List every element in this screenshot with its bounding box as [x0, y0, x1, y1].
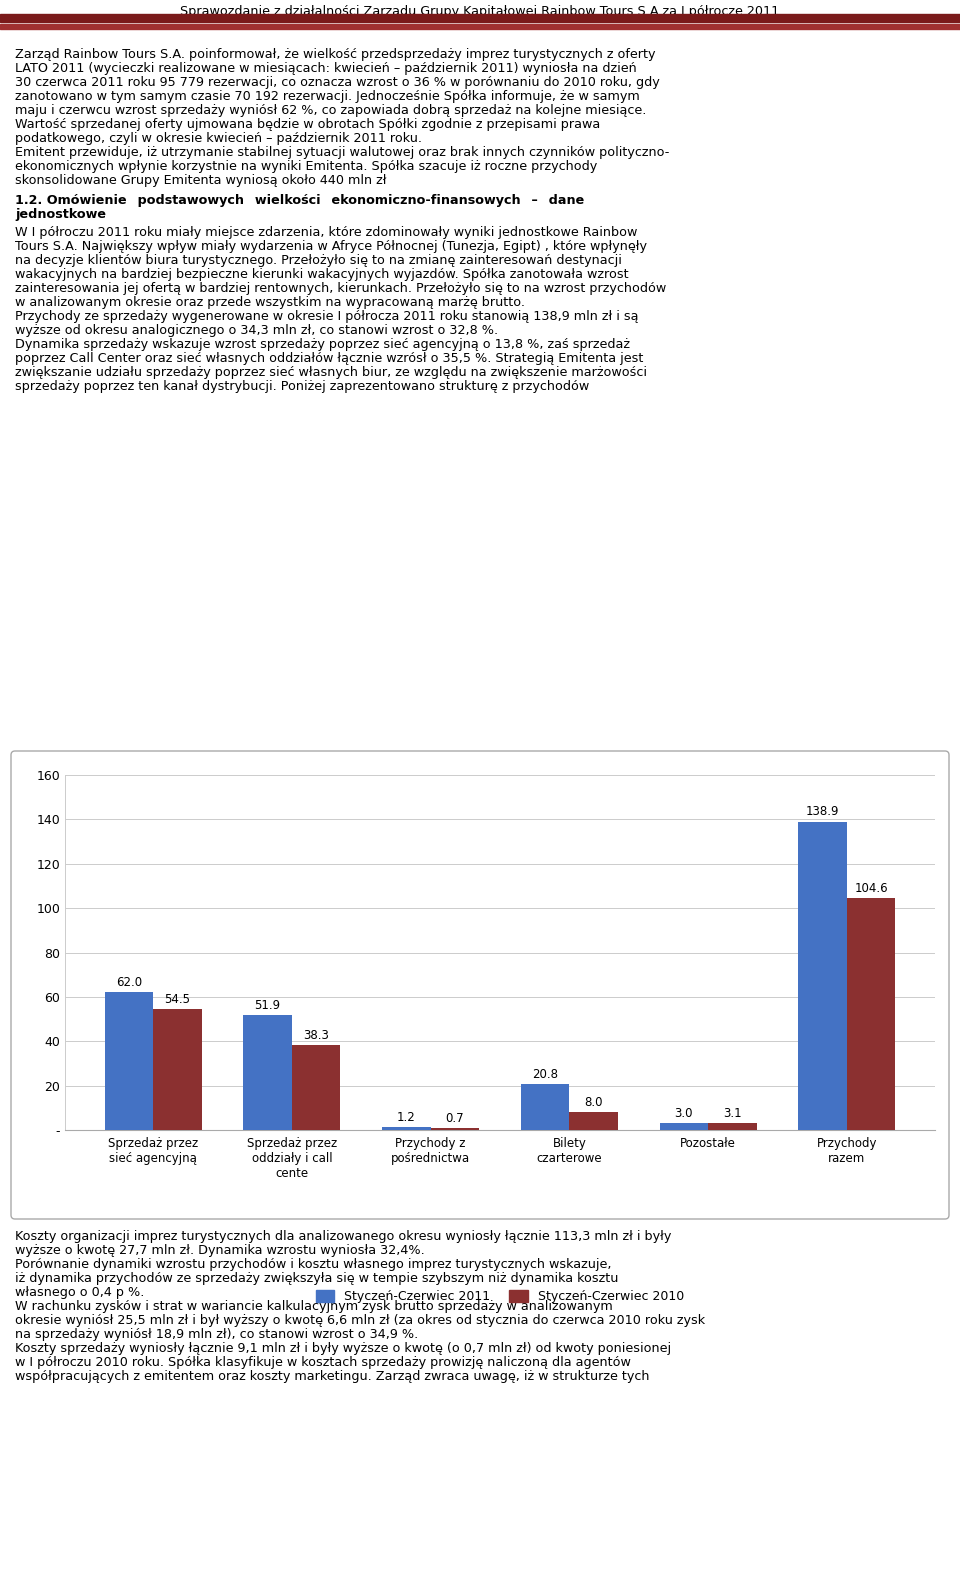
- Text: 30 czerwca 2011 roku 95 779 rezerwacji, co oznacza wzrost o 36 % w porównaniu do: 30 czerwca 2011 roku 95 779 rezerwacji, …: [15, 76, 660, 89]
- Text: skonsolidowane Grupy Emitenta wyniosą około 440 mln zł: skonsolidowane Grupy Emitenta wyniosą ok…: [15, 174, 387, 187]
- Text: wyższe o kwotę 27,7 mln zł. Dynamika wzrostu wyniosła 32,4%.: wyższe o kwotę 27,7 mln zł. Dynamika wzr…: [15, 1243, 424, 1258]
- Bar: [0, 24, 960, 29]
- Text: na sprzedaży wyniósł 18,9 mln zł), co stanowi wzrost o 34,9 %.: na sprzedaży wyniósł 18,9 mln zł), co st…: [15, 1327, 419, 1342]
- Text: Porównanie dynamiki wzrostu przychodów i kosztu własnego imprez turystycznych ws: Porównanie dynamiki wzrostu przychodów i…: [15, 1258, 612, 1270]
- Text: 138.9: 138.9: [805, 806, 839, 819]
- Bar: [708, 1123, 756, 1129]
- Bar: [569, 1112, 618, 1129]
- Text: podatkowego, czyli w okresie kwiecień – październik 2011 roku.: podatkowego, czyli w okresie kwiecień – …: [15, 131, 422, 146]
- Text: zanotowano w tym samym czasie 70 192 rezerwacji. Jednocześnie Spółka informuje, : zanotowano w tym samym czasie 70 192 rez…: [15, 90, 639, 103]
- Text: okresie wyniósł 25,5 mln zł i był wyższy o kwotę 6,6 mln zł (za okres od styczni: okresie wyniósł 25,5 mln zł i był wyższy…: [15, 1315, 706, 1327]
- Text: Dynamika sprzedaży wskazuje wzrost sprzedaży poprzez sieć agencyjną o 13,8 %, za: Dynamika sprzedaży wskazuje wzrost sprze…: [15, 337, 630, 352]
- Text: 0.7: 0.7: [445, 1112, 465, 1125]
- Text: na decyzje klientów biura turystycznego. Przełożyło się to na zmianę zainteresow: na decyzje klientów biura turystycznego.…: [15, 253, 622, 268]
- Bar: [521, 1083, 569, 1129]
- Bar: [799, 822, 847, 1129]
- Text: 3.0: 3.0: [675, 1107, 693, 1120]
- Text: maju i czerwcu wzrost sprzedaży wyniósł 62 %, co zapowiada dobrą sprzedaż na kol: maju i czerwcu wzrost sprzedaży wyniósł …: [15, 105, 646, 117]
- Bar: [660, 1123, 708, 1129]
- Text: Przychody ze sprzedaży wygenerowane w okresie I półrocza 2011 roku stanowią 138,: Przychody ze sprzedaży wygenerowane w ok…: [15, 310, 638, 323]
- Text: 3.1: 3.1: [723, 1107, 742, 1120]
- Text: Wartość sprzedanej oferty ujmowana będzie w obrotach Spółki zgodnie z przepisami: Wartość sprzedanej oferty ujmowana będzi…: [15, 117, 600, 131]
- Bar: [243, 1015, 292, 1129]
- Text: 20.8: 20.8: [532, 1068, 558, 1080]
- Legend: Styczeń-Czerwiec 2011, Styczeń-Czerwiec 2010: Styczeń-Czerwiec 2011, Styczeń-Czerwiec …: [311, 1285, 689, 1308]
- Text: 62.0: 62.0: [116, 976, 142, 988]
- Text: własnego o 0,4 p %.: własnego o 0,4 p %.: [15, 1286, 144, 1299]
- Text: 104.6: 104.6: [854, 882, 888, 895]
- Text: W rachunku zysków i strat w wariancie kalkulacyjnym zysk brutto sprzedaży w anal: W rachunku zysków i strat w wariancie ka…: [15, 1300, 612, 1313]
- Text: zwiększanie udziału sprzedaży poprzez sieć własnych biur, ze względu na zwiększe: zwiększanie udziału sprzedaży poprzez si…: [15, 366, 647, 379]
- Text: 1.2: 1.2: [397, 1110, 416, 1125]
- Text: jednostkowe: jednostkowe: [15, 208, 106, 222]
- Text: Emitent przewiduje, iż utrzymanie stabilnej sytuacji walutowej oraz brak innych : Emitent przewiduje, iż utrzymanie stabil…: [15, 146, 669, 158]
- Bar: [292, 1045, 341, 1129]
- Text: 1.2. Omówienie  podstawowych  wielkości  ekonomiczno-finansowych  –  dane: 1.2. Omówienie podstawowych wielkości ek…: [15, 193, 585, 208]
- Bar: [382, 1128, 431, 1129]
- Text: poprzez Call Center oraz sieć własnych oddziałów łącznie wzrósł o 35,5 %. Strate: poprzez Call Center oraz sieć własnych o…: [15, 352, 643, 364]
- Text: wyższe od okresu analogicznego o 34,3 mln zł, co stanowi wzrost o 32,8 %.: wyższe od okresu analogicznego o 34,3 ml…: [15, 325, 498, 337]
- Bar: [847, 898, 896, 1129]
- Bar: [0, 14, 960, 22]
- Text: w I półroczu 2010 roku. Spółka klasyfikuje w kosztach sprzedaży prowizję naliczo: w I półroczu 2010 roku. Spółka klasyfiku…: [15, 1356, 631, 1369]
- Text: 8.0: 8.0: [585, 1096, 603, 1109]
- Bar: [105, 993, 153, 1129]
- Text: zainteresowania jej ofertą w bardziej rentownych, kierunkach. Przełożyło się to : zainteresowania jej ofertą w bardziej re…: [15, 282, 666, 295]
- Text: Koszty sprzedaży wyniosły łącznie 9,1 mln zł i były wyższe o kwotę (o 0,7 mln zł: Koszty sprzedaży wyniosły łącznie 9,1 ml…: [15, 1342, 671, 1354]
- Text: Koszty organizacji imprez turystycznych dla analizowanego okresu wyniosły łączni: Koszty organizacji imprez turystycznych …: [15, 1231, 671, 1243]
- Text: W I półroczu 2011 roku miały miejsce zdarzenia, które zdominowały wyniki jednost: W I półroczu 2011 roku miały miejsce zda…: [15, 227, 637, 239]
- FancyBboxPatch shape: [11, 751, 949, 1220]
- Bar: [153, 1009, 202, 1129]
- Text: Zarząd Rainbow Tours S.A. poinformował, że wielkość przedsprzedaży imprez turyst: Zarząd Rainbow Tours S.A. poinformował, …: [15, 48, 656, 62]
- Text: 54.5: 54.5: [164, 993, 190, 1006]
- Text: ekonomicznych wpłynie korzystnie na wyniki Emitenta. Spółka szacuje iż roczne pr: ekonomicznych wpłynie korzystnie na wyni…: [15, 160, 597, 173]
- Text: Tours S.A. Największy wpływ miały wydarzenia w Afryce Północnej (Tunezja, Egipt): Tours S.A. Największy wpływ miały wydarz…: [15, 241, 647, 253]
- Text: 38.3: 38.3: [303, 1028, 329, 1042]
- Text: współpracujących z emitentem oraz koszty marketingu. Zarząd zwraca uwagę, iż w s: współpracujących z emitentem oraz koszty…: [15, 1370, 650, 1383]
- Text: w analizowanym okresie oraz przede wszystkim na wypracowaną marżę brutto.: w analizowanym okresie oraz przede wszys…: [15, 296, 525, 309]
- Text: iż dynamika przychodów ze sprzedaży zwiększyła się w tempie szybszym niż dynamik: iż dynamika przychodów ze sprzedaży zwię…: [15, 1272, 618, 1285]
- Text: sprzedaży poprzez ten kanał dystrybucji. Poniżej zaprezentowano strukturę z przy: sprzedaży poprzez ten kanał dystrybucji.…: [15, 380, 589, 393]
- Text: 51.9: 51.9: [254, 998, 280, 1012]
- Text: wakacyjnych na bardziej bezpieczne kierunki wakacyjnych wyjazdów. Spółka zanotow: wakacyjnych na bardziej bezpieczne kieru…: [15, 268, 629, 280]
- Text: Sprawozdanie z działalności Zarządu Grupy Kapitałowej Rainbow Tours S.A.za I pół: Sprawozdanie z działalności Zarządu Grup…: [180, 5, 780, 17]
- Text: LATO 2011 (wycieczki realizowane w miesiącach: kwiecień – październik 2011) wyni: LATO 2011 (wycieczki realizowane w miesi…: [15, 62, 636, 74]
